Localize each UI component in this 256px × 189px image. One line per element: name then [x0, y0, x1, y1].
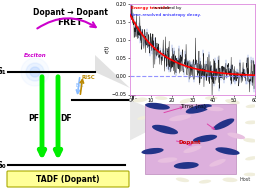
Ellipse shape — [222, 177, 238, 182]
Ellipse shape — [209, 159, 226, 167]
Ellipse shape — [137, 116, 148, 120]
Text: TADF (Dopant): TADF (Dopant) — [36, 174, 100, 184]
Ellipse shape — [174, 162, 199, 169]
Ellipse shape — [180, 98, 193, 103]
Y-axis label: r(t): r(t) — [105, 45, 110, 53]
Ellipse shape — [225, 99, 240, 104]
Text: RISC: RISC — [82, 75, 96, 80]
Circle shape — [30, 67, 40, 77]
Polygon shape — [95, 55, 130, 88]
Ellipse shape — [244, 173, 256, 176]
Ellipse shape — [155, 96, 167, 100]
Ellipse shape — [183, 146, 202, 153]
FancyBboxPatch shape — [145, 104, 236, 174]
Ellipse shape — [215, 147, 240, 155]
Text: T₁: T₁ — [130, 95, 140, 105]
Text: S₁: S₁ — [0, 67, 6, 77]
Ellipse shape — [145, 103, 170, 110]
Ellipse shape — [186, 104, 212, 114]
Text: Exciton: Exciton — [24, 53, 46, 58]
Ellipse shape — [152, 125, 178, 134]
Ellipse shape — [243, 138, 256, 143]
Text: time-resolved anisotropy decay.: time-resolved anisotropy decay. — [131, 13, 201, 17]
Text: PF: PF — [28, 114, 39, 123]
Text: S₀: S₀ — [0, 160, 6, 170]
Ellipse shape — [227, 132, 245, 139]
Circle shape — [21, 58, 49, 86]
Text: Dopant → Dopant: Dopant → Dopant — [33, 8, 108, 17]
Ellipse shape — [133, 98, 147, 102]
Ellipse shape — [213, 119, 234, 130]
Text: ISC: ISC — [76, 83, 84, 88]
FancyBboxPatch shape — [7, 171, 129, 187]
Ellipse shape — [193, 135, 217, 142]
Circle shape — [26, 63, 44, 81]
Ellipse shape — [199, 180, 211, 184]
Ellipse shape — [245, 120, 256, 124]
Ellipse shape — [246, 104, 256, 108]
Ellipse shape — [169, 115, 191, 121]
Text: DF: DF — [60, 114, 72, 123]
Text: Dopant: Dopant — [179, 140, 201, 145]
Ellipse shape — [206, 107, 224, 111]
Ellipse shape — [141, 148, 164, 154]
Text: Energy transfer: Energy transfer — [131, 6, 170, 10]
Ellipse shape — [176, 177, 189, 182]
Ellipse shape — [245, 156, 256, 160]
Text: FRET: FRET — [57, 18, 83, 27]
X-axis label: Time (ns): Time (ns) — [179, 104, 206, 109]
Polygon shape — [130, 100, 174, 140]
Text: Host: Host — [240, 177, 251, 182]
Ellipse shape — [158, 157, 177, 163]
Ellipse shape — [205, 96, 218, 100]
Text: is studied by: is studied by — [152, 6, 182, 10]
